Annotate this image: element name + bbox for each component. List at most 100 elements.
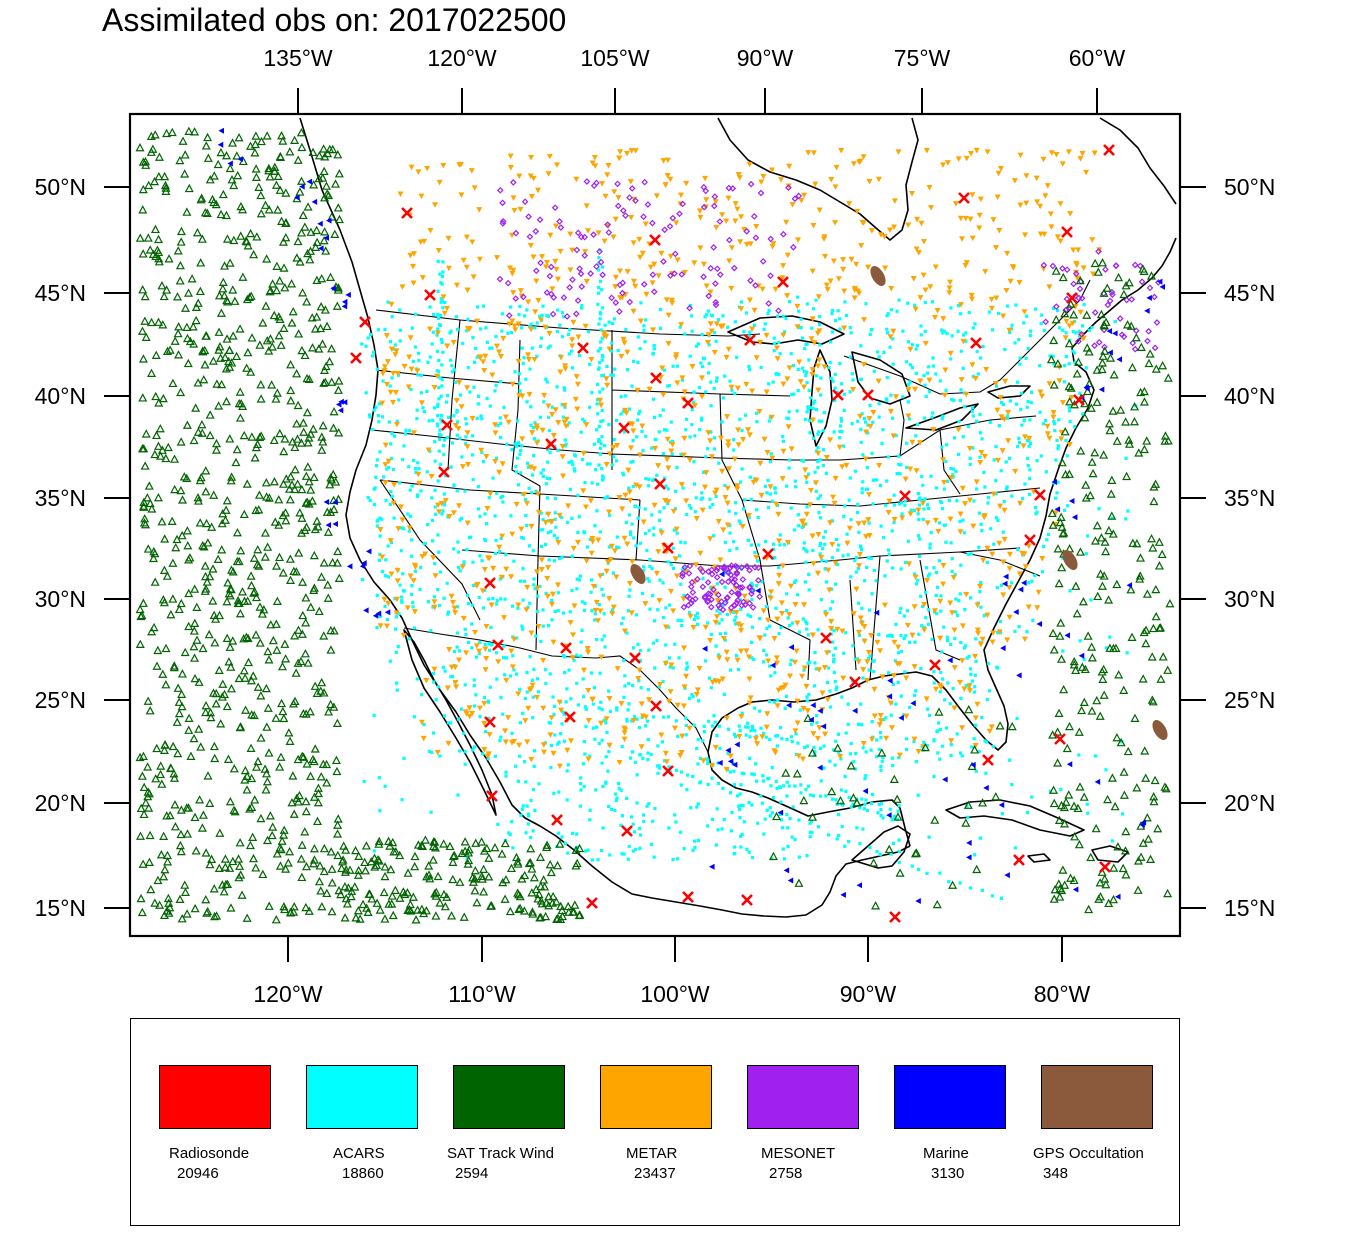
- obs-marker-acars: [905, 609, 909, 613]
- obs-marker-acars: [598, 317, 602, 321]
- obs-marker-acars: [547, 624, 551, 628]
- obs-marker-acars: [539, 336, 543, 340]
- obs-marker-acars: [576, 493, 580, 497]
- obs-marker-sat: [172, 717, 182, 726]
- obs-marker-acars: [931, 356, 935, 360]
- obs-marker-sat: [253, 544, 263, 554]
- obs-marker-sat: [251, 863, 261, 872]
- obs-marker-sat: [189, 435, 199, 445]
- obs-marker-sat: [229, 180, 239, 190]
- obs-marker-acars: [604, 721, 608, 725]
- obs-marker-metar: [523, 500, 530, 507]
- obs-marker-metar: [977, 196, 984, 203]
- obs-marker-sat: [297, 345, 307, 355]
- obs-marker-acars: [641, 813, 646, 817]
- obs-marker-acars: [433, 440, 437, 444]
- obs-marker-acars: [631, 849, 635, 853]
- obs-marker-sat: [290, 631, 300, 640]
- obs-marker-meso: [536, 216, 544, 224]
- obs-marker-acars: [435, 422, 440, 426]
- obs-marker-metar: [959, 658, 966, 664]
- obs-marker-metar: [585, 649, 592, 656]
- obs-marker-acars: [949, 357, 953, 361]
- obs-marker-acars: [490, 346, 494, 350]
- obs-marker-acars: [568, 610, 572, 614]
- obs-marker-meso: [700, 203, 708, 211]
- obs-marker-metar: [441, 310, 448, 317]
- obs-marker-metar: [840, 266, 847, 273]
- obs-marker-acars: [438, 754, 442, 758]
- obs-marker-metar: [508, 740, 515, 746]
- obs-marker-meso: [684, 593, 691, 600]
- obs-marker-acars: [913, 572, 917, 576]
- obs-marker-metar: [917, 378, 924, 385]
- obs-marker-meso: [581, 233, 589, 241]
- obs-marker-sat: [256, 136, 266, 146]
- obs-marker-acars: [726, 727, 731, 731]
- obs-marker-metar: [969, 362, 976, 368]
- obs-marker-metar: [931, 314, 938, 321]
- obs-marker-acars: [820, 558, 824, 563]
- obs-marker-acars: [531, 695, 535, 699]
- obs-marker-sat: [228, 567, 238, 576]
- obs-marker-metar: [969, 296, 976, 303]
- obs-marker-sat: [281, 515, 291, 525]
- obs-marker-metar: [771, 636, 778, 642]
- obs-marker-metar: [556, 512, 563, 519]
- obs-marker-metar: [717, 557, 724, 563]
- obs-marker-metar: [632, 148, 639, 154]
- obs-marker-acars: [821, 463, 825, 468]
- obs-marker-acars: [805, 627, 809, 631]
- obs-marker-metar: [453, 684, 460, 690]
- obs-marker-metar: [524, 739, 531, 745]
- obs-marker-acars: [829, 340, 833, 344]
- obs-marker-acars: [789, 735, 793, 739]
- obs-marker-acars: [848, 476, 852, 480]
- obs-marker-metar: [724, 485, 731, 492]
- obs-marker-acars: [839, 419, 844, 423]
- obs-marker-acars: [940, 506, 945, 511]
- obs-marker-acars: [785, 592, 789, 596]
- obs-marker-acars: [700, 332, 704, 337]
- coastline-hudson-bay: [717, 117, 919, 241]
- obs-marker-acars: [1048, 354, 1052, 358]
- obs-marker-acars: [709, 430, 713, 434]
- obs-marker-sat: [177, 914, 187, 923]
- obs-marker-metar: [918, 220, 925, 227]
- obs-marker-acars: [612, 437, 616, 442]
- obs-marker-metar: [570, 319, 577, 326]
- obs-marker-acars: [922, 740, 926, 745]
- obs-marker-acars: [902, 636, 906, 641]
- obs-marker-metar: [799, 756, 806, 763]
- obs-marker-metar: [697, 245, 704, 251]
- obs-marker-metar: [830, 258, 837, 264]
- obs-marker-acars: [628, 756, 633, 760]
- obs-marker-metar: [935, 528, 942, 535]
- obs-marker-acars: [921, 517, 925, 521]
- obs-marker-sat: [287, 318, 297, 327]
- obs-marker-acars: [692, 460, 696, 464]
- obs-marker-metar: [384, 359, 391, 365]
- lat-label-left-45-n: 45°N: [35, 280, 86, 306]
- obs-marker-sat: [235, 861, 245, 870]
- obs-marker-metar: [487, 491, 494, 497]
- obs-marker-metar: [821, 364, 828, 370]
- obs-marker-acars: [810, 830, 814, 835]
- obs-marker-acars: [409, 592, 414, 597]
- obs-marker-acars: [785, 484, 789, 488]
- obs-marker-sat: [251, 630, 261, 639]
- obs-marker-acars: [614, 459, 619, 463]
- obs-marker-acars: [437, 397, 441, 401]
- obs-marker-acars: [970, 745, 974, 749]
- obs-marker-acars: [432, 406, 437, 410]
- obs-marker-acars: [752, 657, 756, 662]
- obs-marker-acars: [789, 658, 793, 662]
- obs-marker-metar: [434, 330, 441, 336]
- obs-marker-metar: [1035, 589, 1042, 596]
- obs-marker-acars: [974, 659, 978, 664]
- obs-marker-acars: [763, 322, 767, 326]
- obs-marker-sat: [169, 769, 179, 778]
- obs-marker-sat: [229, 805, 239, 814]
- obs-marker-acars: [1018, 356, 1022, 360]
- obs-marker-acars: [734, 615, 738, 619]
